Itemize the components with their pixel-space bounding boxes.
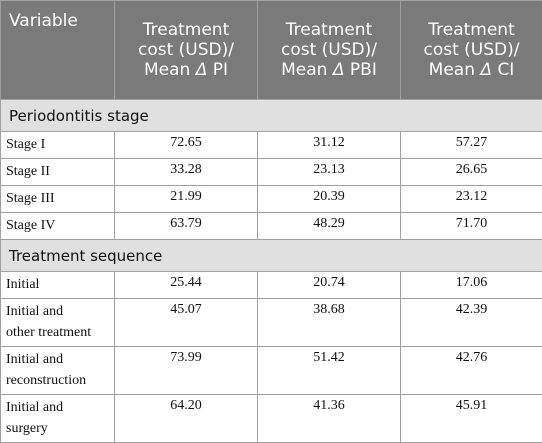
cell-pbi: 31.12 bbox=[258, 132, 401, 159]
cell-ci: 23.12 bbox=[401, 186, 542, 213]
section-header-treatment-sequence: Treatment sequence bbox=[1, 240, 542, 272]
cell-pi: 72.65 bbox=[115, 132, 258, 159]
header-delta-pbi: Treatment cost (USD)/ Mean Δ PBI bbox=[258, 1, 401, 100]
row-label: Stage I bbox=[1, 132, 115, 159]
header-delta-ci: Treatment cost (USD)/ Mean Δ CI bbox=[401, 1, 542, 100]
cell-ci: 42.76 bbox=[401, 347, 542, 395]
row-label: Initial bbox=[1, 272, 115, 299]
cell-pbi: 20.39 bbox=[258, 186, 401, 213]
cell-pbi: 48.29 bbox=[258, 213, 401, 240]
section-title: Periodontitis stage bbox=[1, 100, 542, 132]
cell-pi: 21.99 bbox=[115, 186, 258, 213]
cell-pbi: 51.42 bbox=[258, 347, 401, 395]
row-label: Stage III bbox=[1, 186, 115, 213]
table-row: Stage I 72.65 31.12 57.27 bbox=[1, 132, 542, 159]
cell-ci: 57.27 bbox=[401, 132, 542, 159]
cell-pi: 45.07 bbox=[115, 299, 258, 347]
table-row: Stage II 33.28 23.13 26.65 bbox=[1, 159, 542, 186]
cell-pi: 25.44 bbox=[115, 272, 258, 299]
header-row: Variable Treatment cost (USD)/ Mean Δ PI… bbox=[1, 1, 542, 100]
cell-pbi: 23.13 bbox=[258, 159, 401, 186]
row-label: Stage II bbox=[1, 159, 115, 186]
cell-pbi: 20.74 bbox=[258, 272, 401, 299]
table-row: Initial 25.44 20.74 17.06 bbox=[1, 272, 542, 299]
cell-ci: 17.06 bbox=[401, 272, 542, 299]
cell-pbi: 41.36 bbox=[258, 395, 401, 443]
table-row: Stage III 21.99 20.39 23.12 bbox=[1, 186, 542, 213]
cell-ci: 45.91 bbox=[401, 395, 542, 443]
header-variable: Variable bbox=[1, 1, 115, 100]
cell-pi: 64.20 bbox=[115, 395, 258, 443]
row-label: Stage IV bbox=[1, 213, 115, 240]
section-title: Treatment sequence bbox=[1, 240, 542, 272]
cell-pbi: 38.68 bbox=[258, 299, 401, 347]
cell-pi: 33.28 bbox=[115, 159, 258, 186]
cell-pi: 63.79 bbox=[115, 213, 258, 240]
section-header-periodontitis-stage: Periodontitis stage bbox=[1, 100, 542, 132]
cell-ci: 42.39 bbox=[401, 299, 542, 347]
table-row: Stage IV 63.79 48.29 71.70 bbox=[1, 213, 542, 240]
cell-ci: 26.65 bbox=[401, 159, 542, 186]
cell-pi: 73.99 bbox=[115, 347, 258, 395]
header-delta-pi: Treatment cost (USD)/ Mean Δ PI bbox=[115, 1, 258, 100]
cell-ci: 71.70 bbox=[401, 213, 542, 240]
